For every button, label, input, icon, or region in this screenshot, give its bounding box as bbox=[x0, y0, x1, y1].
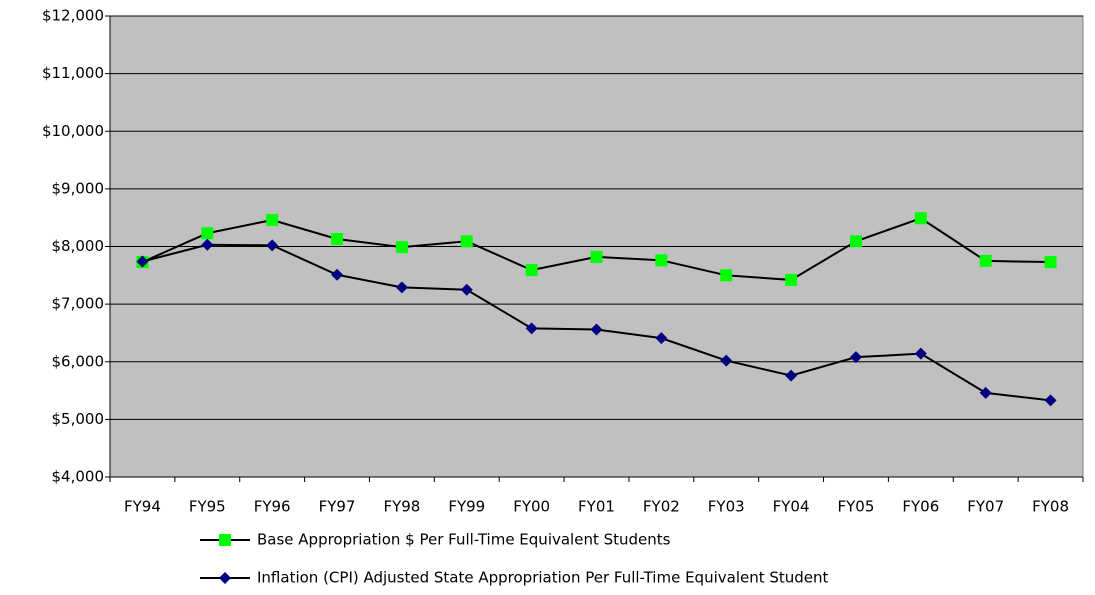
x-tick-label: FY04 bbox=[773, 498, 810, 516]
point bbox=[331, 233, 344, 246]
point bbox=[460, 235, 473, 248]
point bbox=[849, 351, 862, 364]
point bbox=[720, 354, 733, 367]
x-tick-label: FY06 bbox=[902, 498, 939, 516]
point bbox=[655, 332, 668, 345]
y-tick-label: $11,000 bbox=[42, 64, 104, 82]
x-tick-label: FY08 bbox=[1032, 498, 1069, 516]
x-tick-label: FY95 bbox=[189, 498, 226, 516]
x-tick-label: FY00 bbox=[513, 498, 550, 516]
y-tick-label: $8,000 bbox=[52, 237, 105, 255]
point bbox=[266, 239, 279, 252]
legend-label: Inflation (CPI) Adjusted State Appropria… bbox=[257, 569, 829, 587]
y-tick-label: $7,000 bbox=[52, 295, 105, 313]
x-tick-label: FY01 bbox=[578, 498, 615, 516]
point bbox=[720, 269, 733, 282]
x-tick-label: FY99 bbox=[448, 498, 485, 516]
legend-label: Base Appropriation $ Per Full-Time Equiv… bbox=[257, 531, 671, 549]
point bbox=[785, 369, 798, 382]
point bbox=[1044, 394, 1057, 407]
x-tick-label: FY97 bbox=[319, 498, 356, 516]
x-tick-label: FY98 bbox=[383, 498, 420, 516]
point bbox=[590, 250, 603, 263]
x-tick-label: FY03 bbox=[708, 498, 745, 516]
y-tick-label: $5,000 bbox=[52, 410, 105, 428]
point bbox=[395, 281, 408, 294]
point bbox=[395, 241, 408, 254]
x-tick-label: FY96 bbox=[254, 498, 291, 516]
point bbox=[785, 273, 798, 286]
y-tick-label: $9,000 bbox=[52, 179, 105, 197]
legend-marker bbox=[219, 572, 231, 584]
point bbox=[914, 347, 927, 360]
point bbox=[460, 283, 473, 296]
y-tick-label: $4,000 bbox=[52, 468, 105, 486]
x-tick-label: FY05 bbox=[838, 498, 875, 516]
point bbox=[1044, 256, 1057, 269]
x-tick-label: FY07 bbox=[967, 498, 1004, 516]
point bbox=[979, 386, 992, 399]
point bbox=[266, 213, 279, 226]
point bbox=[525, 264, 538, 277]
x-tick-label: FY02 bbox=[643, 498, 680, 516]
point bbox=[655, 254, 668, 267]
x-tick-label: FY94 bbox=[124, 498, 161, 516]
point bbox=[201, 227, 214, 240]
point bbox=[201, 238, 214, 251]
point bbox=[849, 235, 862, 248]
y-tick-label: $6,000 bbox=[52, 352, 105, 370]
y-tick-label: $12,000 bbox=[42, 7, 104, 25]
y-tick-label: $10,000 bbox=[42, 122, 104, 140]
point bbox=[525, 322, 538, 335]
point bbox=[136, 255, 149, 268]
legend-marker bbox=[219, 534, 231, 546]
point bbox=[331, 268, 344, 281]
point bbox=[979, 254, 992, 267]
point bbox=[914, 212, 927, 225]
point bbox=[590, 323, 603, 336]
